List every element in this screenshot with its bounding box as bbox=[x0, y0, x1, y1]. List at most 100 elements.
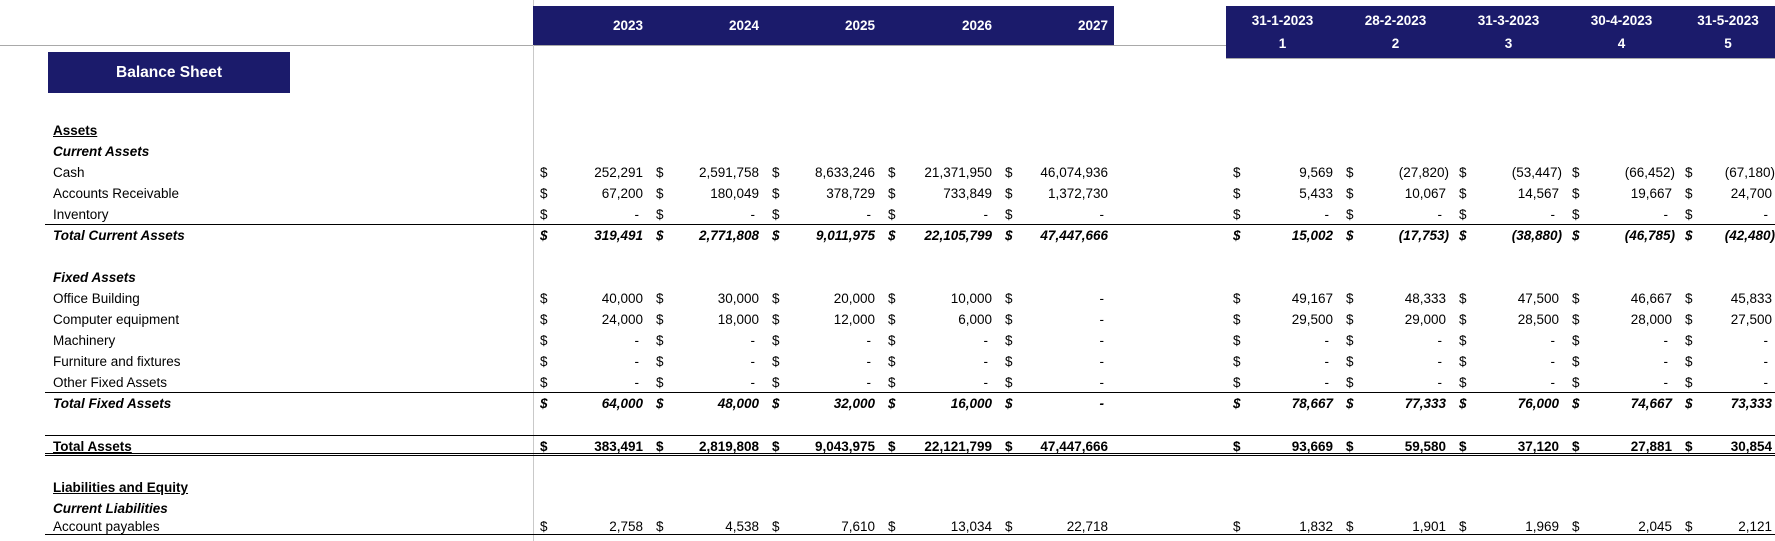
table-cell[interactable]: $7,610 bbox=[765, 519, 881, 535]
table-cell[interactable]: $ (67,180) bbox=[1678, 162, 1775, 183]
table-cell[interactable]: $77,333 bbox=[1339, 393, 1452, 414]
table-cell[interactable]: $ - bbox=[533, 330, 649, 351]
table-cell[interactable]: $20,000 bbox=[765, 288, 881, 309]
table-cell[interactable]: $14,567 bbox=[1452, 183, 1565, 204]
table-cell[interactable]: $ - bbox=[1452, 204, 1565, 225]
table-cell[interactable]: $24,000 bbox=[533, 309, 649, 330]
table-cell[interactable]: $ - bbox=[1565, 204, 1678, 225]
table-cell[interactable]: $ (42,480) bbox=[1678, 225, 1775, 246]
table-cell[interactable]: $319,491 bbox=[533, 225, 649, 246]
table-cell[interactable]: $15,002 bbox=[1226, 225, 1339, 246]
table-cell[interactable]: $9,569 bbox=[1226, 162, 1339, 183]
table-cell[interactable]: $ - bbox=[649, 204, 765, 225]
table-cell[interactable]: $47,447,666 bbox=[998, 225, 1114, 246]
row-label[interactable]: Current Liabilities bbox=[53, 501, 168, 516]
row-label[interactable]: Liabilities and Equity bbox=[53, 480, 189, 495]
month-header-cell[interactable]: 28-2-2023 2 bbox=[1339, 6, 1452, 58]
table-cell[interactable]: $2,121 bbox=[1678, 519, 1775, 535]
table-cell[interactable]: $19,667 bbox=[1565, 183, 1678, 204]
table-cell[interactable]: $8,633,246 bbox=[765, 162, 881, 183]
month-header-cell[interactable]: 30-4-2023 4 bbox=[1565, 6, 1678, 58]
table-cell[interactable]: $ - bbox=[533, 372, 649, 393]
row-label[interactable]: Account payables bbox=[53, 519, 160, 534]
table-cell[interactable]: $ (27,820) bbox=[1339, 162, 1452, 183]
row-label[interactable]: Fixed Assets bbox=[53, 270, 136, 285]
table-cell[interactable]: $ - bbox=[1678, 351, 1775, 372]
row-label[interactable]: Cash bbox=[53, 165, 85, 180]
table-cell[interactable]: $9,043,975 bbox=[765, 436, 881, 457]
table-cell[interactable]: $24,700 bbox=[1678, 183, 1775, 204]
table-cell[interactable]: $ - bbox=[1565, 351, 1678, 372]
table-cell[interactable]: $49,167 bbox=[1226, 288, 1339, 309]
table-cell[interactable]: $ - bbox=[649, 330, 765, 351]
year-header-cell[interactable]: 2023 bbox=[612, 18, 643, 33]
row-label[interactable]: Computer equipment bbox=[53, 312, 180, 327]
row-label[interactable]: Inventory bbox=[53, 207, 109, 222]
table-cell[interactable]: $ - bbox=[1226, 372, 1339, 393]
table-cell[interactable]: $2,045 bbox=[1565, 519, 1678, 535]
table-cell[interactable]: $ - bbox=[765, 351, 881, 372]
table-cell[interactable]: $ - bbox=[533, 351, 649, 372]
table-cell[interactable]: $ - bbox=[998, 288, 1114, 309]
table-cell[interactable]: $ - bbox=[533, 204, 649, 225]
table-cell[interactable]: $ - bbox=[1678, 204, 1775, 225]
table-cell[interactable]: $27,500 bbox=[1678, 309, 1775, 330]
table-cell[interactable]: $ (17,753) bbox=[1339, 225, 1452, 246]
table-cell[interactable]: $27,881 bbox=[1565, 436, 1678, 457]
table-cell[interactable]: $4,538 bbox=[649, 519, 765, 535]
table-cell[interactable]: $28,000 bbox=[1565, 309, 1678, 330]
table-cell[interactable]: $28,500 bbox=[1452, 309, 1565, 330]
table-cell[interactable]: $46,074,936 bbox=[998, 162, 1114, 183]
table-cell[interactable]: $378,729 bbox=[765, 183, 881, 204]
table-cell[interactable]: $12,000 bbox=[765, 309, 881, 330]
row-label[interactable]: Assets bbox=[53, 123, 98, 138]
table-cell[interactable]: $ - bbox=[649, 351, 765, 372]
table-cell[interactable]: $ - bbox=[1678, 330, 1775, 351]
table-cell[interactable]: $93,669 bbox=[1226, 436, 1339, 457]
table-cell[interactable]: $ - bbox=[1565, 372, 1678, 393]
table-cell[interactable]: $6,000 bbox=[881, 309, 998, 330]
sheet-title-cell[interactable]: Balance Sheet bbox=[48, 52, 290, 93]
table-cell[interactable]: $ - bbox=[1339, 372, 1452, 393]
table-cell[interactable]: $ - bbox=[998, 330, 1114, 351]
table-cell[interactable]: $18,000 bbox=[649, 309, 765, 330]
table-cell[interactable]: $1,372,730 bbox=[998, 183, 1114, 204]
table-cell[interactable]: $ - bbox=[998, 309, 1114, 330]
table-cell[interactable]: $48,000 bbox=[649, 393, 765, 414]
table-cell[interactable]: $22,718 bbox=[998, 519, 1114, 535]
row-label[interactable]: Office Building bbox=[53, 291, 140, 306]
month-header-cell[interactable]: 31-1-2023 1 bbox=[1226, 6, 1339, 58]
table-cell[interactable]: $22,121,799 bbox=[881, 436, 998, 457]
table-cell[interactable]: $73,333 bbox=[1678, 393, 1775, 414]
year-header-cell[interactable]: 2027 bbox=[1077, 18, 1108, 33]
table-cell[interactable]: $ - bbox=[1339, 204, 1452, 225]
table-cell[interactable]: $32,000 bbox=[765, 393, 881, 414]
table-cell[interactable]: $ (66,452) bbox=[1565, 162, 1678, 183]
table-cell[interactable]: $ - bbox=[1452, 351, 1565, 372]
table-cell[interactable]: $252,291 bbox=[533, 162, 649, 183]
table-cell[interactable]: $78,667 bbox=[1226, 393, 1339, 414]
table-cell[interactable]: $ - bbox=[1678, 372, 1775, 393]
year-header-cell[interactable]: 2024 bbox=[728, 18, 759, 33]
row-label[interactable]: Other Fixed Assets bbox=[53, 375, 168, 390]
table-cell[interactable]: $ - bbox=[1339, 330, 1452, 351]
table-cell[interactable]: $ (38,880) bbox=[1452, 225, 1565, 246]
table-cell[interactable]: $ - bbox=[998, 204, 1114, 225]
table-cell[interactable]: $2,771,808 bbox=[649, 225, 765, 246]
table-cell[interactable]: $67,200 bbox=[533, 183, 649, 204]
year-header-cell[interactable]: 2025 bbox=[844, 18, 875, 33]
table-cell[interactable]: $9,011,975 bbox=[765, 225, 881, 246]
table-cell[interactable]: $74,667 bbox=[1565, 393, 1678, 414]
row-label[interactable]: Total Fixed Assets bbox=[53, 396, 172, 411]
table-cell[interactable]: $ - bbox=[1452, 372, 1565, 393]
table-cell[interactable]: $ - bbox=[649, 372, 765, 393]
table-cell[interactable]: $48,333 bbox=[1339, 288, 1452, 309]
table-cell[interactable]: $ - bbox=[1339, 351, 1452, 372]
table-cell[interactable]: $13,034 bbox=[881, 519, 998, 535]
year-header-cell[interactable]: 2026 bbox=[961, 18, 992, 33]
table-cell[interactable]: $47,447,666 bbox=[998, 436, 1114, 457]
table-cell[interactable]: $ - bbox=[1226, 204, 1339, 225]
table-cell[interactable]: $10,000 bbox=[881, 288, 998, 309]
table-cell[interactable]: $46,667 bbox=[1565, 288, 1678, 309]
row-label[interactable]: Machinery bbox=[53, 333, 116, 348]
